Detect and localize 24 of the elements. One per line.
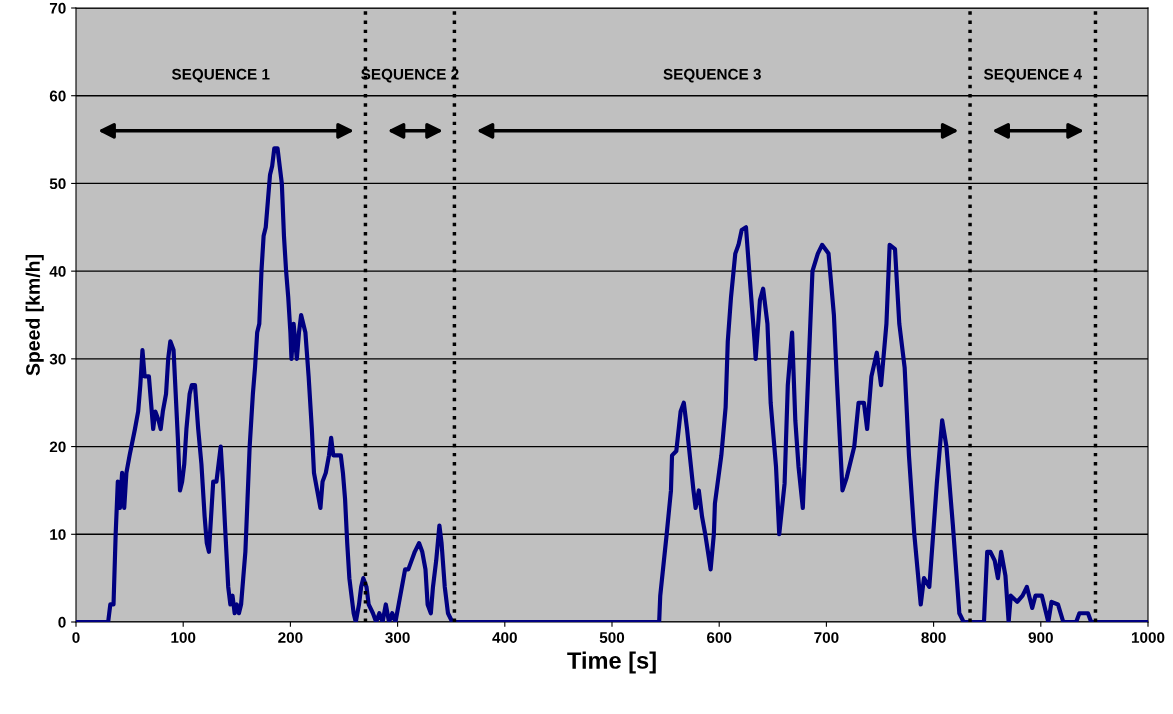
y-tick-label: 0 bbox=[58, 616, 66, 628]
x-tick-label: 200 bbox=[278, 632, 303, 643]
y-tick-label: 60 bbox=[49, 90, 66, 102]
y-tick-label: 50 bbox=[49, 178, 66, 190]
x-axis-title: Time [s] bbox=[567, 651, 656, 674]
x-tick-label: 500 bbox=[599, 632, 625, 643]
x-tick-label: 100 bbox=[171, 632, 196, 643]
y-tick-label: 30 bbox=[49, 353, 66, 365]
x-tick-label: 1000 bbox=[1131, 632, 1165, 643]
annotation: SEQUENCE 3 bbox=[663, 68, 761, 83]
x-tick-label: 900 bbox=[1028, 632, 1053, 643]
x-tick-label: 700 bbox=[814, 632, 839, 643]
x-tick-label: 600 bbox=[707, 632, 732, 643]
x-tick-label: 400 bbox=[492, 632, 517, 643]
y-tick-label: 20 bbox=[49, 441, 66, 453]
y-axis-title: Speed [km/h] bbox=[25, 255, 44, 376]
y-tick-label: 70 bbox=[49, 2, 66, 14]
x-tick-label: 0 bbox=[72, 632, 80, 643]
annotation: SEQUENCE 1 bbox=[171, 68, 270, 83]
annotation: SEQUENCE 4 bbox=[983, 68, 1082, 83]
y-tick-label: 40 bbox=[49, 266, 66, 277]
x-tick-label: 800 bbox=[921, 632, 946, 643]
y-tick-label: 10 bbox=[50, 529, 66, 540]
x-tick-label: 300 bbox=[385, 632, 410, 643]
